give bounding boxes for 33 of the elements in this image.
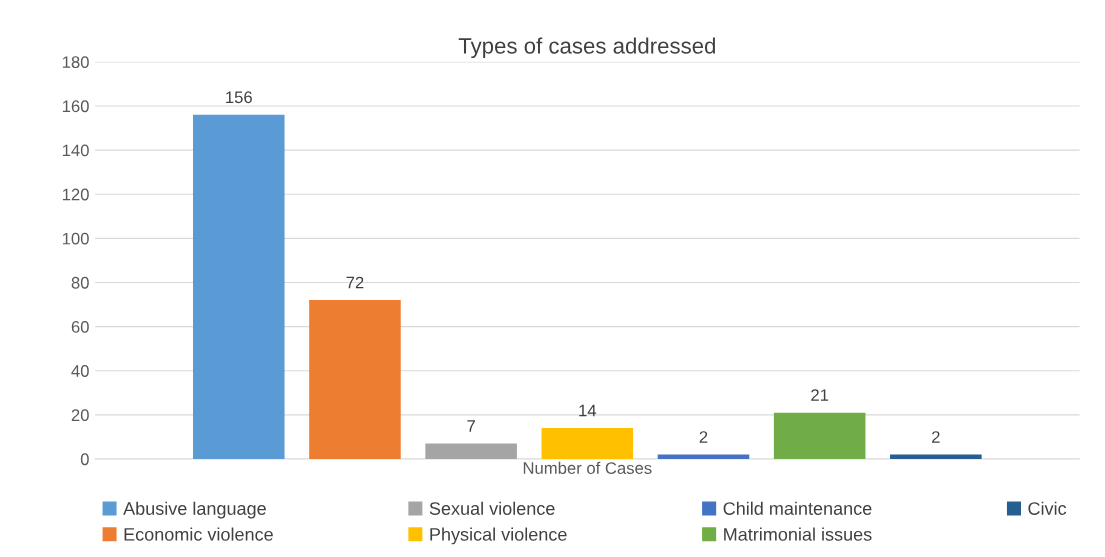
y-tick-label: 0 bbox=[80, 453, 89, 466]
y-tick-label: 100 bbox=[62, 232, 89, 245]
data-label: 14 bbox=[579, 404, 597, 417]
legend-label: Economic violence bbox=[124, 527, 273, 541]
chart-title: Types of cases addressed bbox=[458, 37, 715, 59]
bar bbox=[309, 300, 401, 459]
y-tick-label: 40 bbox=[71, 365, 89, 377]
legend-label: Civic bbox=[1028, 501, 1067, 515]
data-label: 7 bbox=[467, 420, 475, 432]
data-label: 2 bbox=[932, 431, 940, 443]
data-label: 2 bbox=[699, 431, 708, 443]
legend-label: Child maintenance bbox=[723, 501, 872, 515]
y-tick-label: 60 bbox=[71, 320, 89, 333]
y-tick-label: 160 bbox=[62, 100, 89, 113]
y-tick-label: 180 bbox=[62, 56, 89, 69]
y-tick-label: 20 bbox=[71, 409, 89, 422]
legend-label: Abusive language bbox=[123, 501, 266, 519]
bar bbox=[541, 428, 634, 459]
bar bbox=[657, 454, 750, 459]
legend-label: Physical violence bbox=[430, 527, 567, 545]
y-tick-label: 120 bbox=[62, 188, 89, 201]
y-tick-label: 140 bbox=[62, 144, 89, 157]
data-label: 156 bbox=[226, 91, 252, 104]
data-label: 72 bbox=[346, 276, 364, 289]
bar bbox=[773, 412, 866, 459]
bar bbox=[192, 114, 285, 459]
y-tick-label: 80 bbox=[71, 276, 89, 289]
legend-label: Matrimonial issues bbox=[724, 527, 872, 541]
bar bbox=[890, 454, 982, 459]
data-label: 21 bbox=[811, 389, 829, 401]
legend-label: Sexual violence bbox=[429, 501, 555, 515]
x-tick-label: Number of Cases bbox=[523, 461, 652, 474]
bar bbox=[425, 443, 517, 459]
